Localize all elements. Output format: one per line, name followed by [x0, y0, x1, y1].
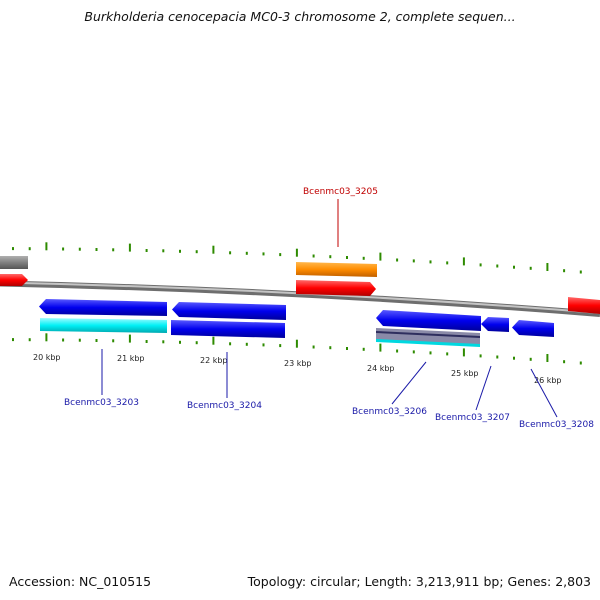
outer-tick-marks [12, 242, 582, 274]
footer-stats: Topology: circular; Length: 3,213,911 bp… [247, 574, 591, 589]
forward-features [0, 256, 600, 314]
striped-gene-3206-band-cyan [376, 339, 480, 347]
blue-cds-3208[interactable] [512, 320, 554, 337]
map-title: Burkholderia cenocepacia MC0-3 chromosom… [84, 9, 516, 24]
gene-label-3205[interactable]: Bcenmc03_3205 [303, 187, 378, 197]
blue-cds-3206[interactable] [376, 310, 481, 331]
scale-label-26kbp: 26 kbp [534, 376, 562, 385]
orange-gene-3205[interactable] [296, 262, 377, 277]
red-cds-left[interactable] [0, 274, 28, 286]
reverse-features [39, 299, 554, 347]
grey-feature-left[interactable] [0, 256, 28, 269]
gene-label-3206[interactable]: Bcenmc03_3206 [352, 407, 427, 417]
leader-lines [101, 199, 558, 418]
gene-label-3203[interactable]: Bcenmc03_3203 [64, 398, 139, 408]
blue-gene-3204[interactable] [171, 320, 285, 338]
striped-gene-3206-band-dark [376, 331, 480, 338]
chromosome-backbone [0, 280, 600, 317]
scale-labels: 20 kbp 21 kbp 22 kbp 23 kbp 24 kbp 25 kb… [33, 353, 562, 385]
blue-cds-3207[interactable] [481, 317, 509, 332]
cyan-gene-3203[interactable] [40, 318, 167, 333]
red-cds-right[interactable] [568, 297, 600, 314]
leader-line-3207 [475, 365, 492, 411]
scale-label-24kbp: 24 kbp [367, 364, 395, 373]
blue-cds-3204[interactable] [172, 302, 286, 320]
gene-label-3207[interactable]: Bcenmc03_3207 [435, 413, 510, 423]
scale-label-23kbp: 23 kbp [284, 359, 312, 368]
gene-labels: Bcenmc03_3205 Bcenmc03_3203 Bcenmc03_320… [64, 187, 594, 430]
blue-cds-3203[interactable] [39, 299, 167, 316]
scale-label-25kbp: 25 kbp [451, 369, 479, 378]
leader-line-3208 [530, 368, 558, 418]
scale-label-20kbp: 20 kbp [33, 353, 61, 362]
inner-tick-marks [12, 333, 582, 365]
red-cds-3205[interactable] [296, 280, 376, 296]
footer-accession: Accession: NC_010515 [9, 574, 152, 589]
gene-label-3204[interactable]: Bcenmc03_3204 [187, 401, 262, 411]
scale-label-22kbp: 22 kbp [200, 356, 228, 365]
gene-label-3208[interactable]: Bcenmc03_3208 [519, 420, 594, 430]
leader-line-3206 [391, 361, 427, 405]
scale-label-21kbp: 21 kbp [117, 354, 145, 363]
